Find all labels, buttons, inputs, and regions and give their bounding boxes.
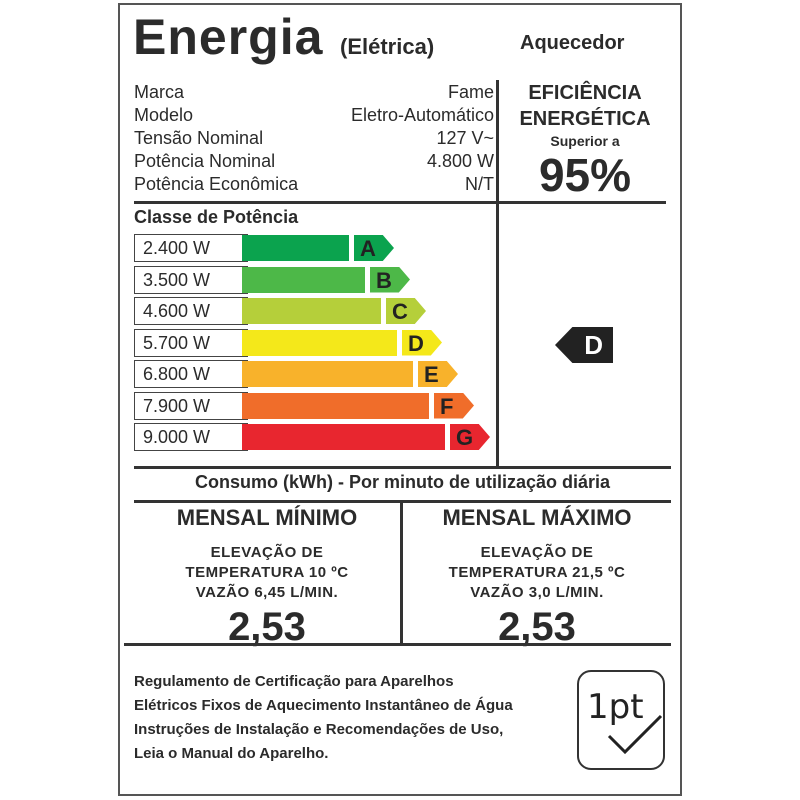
divider [496, 80, 499, 468]
footer-line: Leia o Manual do Aparelho. [134, 745, 329, 762]
class-bar [242, 266, 365, 293]
efficiency-value: 95% [538, 149, 632, 201]
power-label: 6.800 W [134, 360, 248, 388]
ipt-logo: 1pt [577, 670, 665, 770]
min-heading: MENSAL MÍNIMO [176, 505, 358, 530]
class-bar [242, 424, 445, 450]
efficiency-prefix: Superior a [550, 133, 620, 149]
divider [400, 500, 403, 645]
efficiency-line2: ENERGÉTICA [519, 108, 651, 130]
footer-line: Elétricos Fixos de Aquecimento Instantân… [134, 697, 513, 714]
class-bar [242, 235, 349, 261]
min-l1: ELEVAÇÃO DE [210, 544, 324, 561]
class-bar [242, 392, 429, 419]
consumption-title: Consumo (kWh) - Por minuto de utilização… [194, 472, 611, 492]
spec-value: 4.800 W [426, 151, 494, 171]
class-bar [242, 361, 413, 387]
efficiency-line1: EFICIÊNCIA [528, 82, 642, 104]
power-label: 3.500 W [134, 265, 248, 294]
spec-row: Potência Econômica N/T [134, 173, 494, 196]
power-label: 2.400 W [134, 234, 248, 262]
label-frame [118, 3, 682, 796]
spec-value: 127 V~ [436, 128, 494, 148]
spec-value: Eletro-Automático [350, 105, 494, 125]
min-value: 2,53 [228, 605, 306, 649]
max-heading: MENSAL MÁXIMO [442, 505, 632, 530]
label-title: Energia [133, 9, 324, 65]
min-l2: TEMPERATURA 10 ºC [185, 564, 349, 581]
divider [134, 466, 671, 469]
class-bar [242, 298, 381, 324]
consumption-max: MENSAL MÁXIMO ELEVAÇÃO DE TEMPERATURA 21… [403, 505, 671, 650]
max-l1: ELEVAÇÃO DE [480, 544, 594, 561]
spec-value: Fame [447, 82, 494, 102]
spec-label: Modelo [134, 105, 194, 125]
spec-row: Potência Nominal 4.800 W [134, 150, 494, 173]
power-label: 4.600 W [134, 297, 248, 325]
spec-value: N/T [465, 174, 494, 194]
power-label: 5.700 W [134, 328, 248, 357]
footer-text: Regulamento de Certificação para Aparelh… [134, 670, 513, 766]
power-label: 9.000 W [134, 423, 248, 451]
divider [134, 201, 666, 204]
spec-label: Marca [134, 82, 185, 102]
class-bar [242, 329, 397, 356]
divider [124, 643, 671, 646]
spec-row: Modelo Eletro-Automático [134, 104, 494, 127]
svg-text:1pt: 1pt [587, 687, 644, 727]
max-l3: VAZÃO 3,0 L/MIN. [470, 584, 604, 601]
power-class-title: Classe de Potência [134, 207, 299, 227]
footer-line: Regulamento de Certificação para Aparelh… [134, 673, 454, 690]
consumption-min: MENSAL MÍNIMO ELEVAÇÃO DE TEMPERATURA 10… [134, 505, 400, 650]
spec-label: Potência Nominal [134, 151, 276, 171]
spec-label: Tensão Nominal [134, 128, 264, 148]
spec-row: Marca Fame [134, 81, 494, 104]
min-l3: VAZÃO 6,45 L/MIN. [195, 584, 339, 601]
product-type: Aquecedor [520, 32, 625, 54]
power-label: 7.900 W [134, 391, 248, 420]
max-value: 2,53 [498, 605, 576, 649]
max-l2: TEMPERATURA 21,5 ºC [448, 564, 626, 581]
spec-label: Potência Econômica [134, 174, 299, 194]
label-subtitle: (Elétrica) [340, 34, 435, 59]
footer-line: Instruções de Instalação e Recomendações… [134, 721, 504, 738]
spec-row: Tensão Nominal 127 V~ [134, 127, 494, 150]
